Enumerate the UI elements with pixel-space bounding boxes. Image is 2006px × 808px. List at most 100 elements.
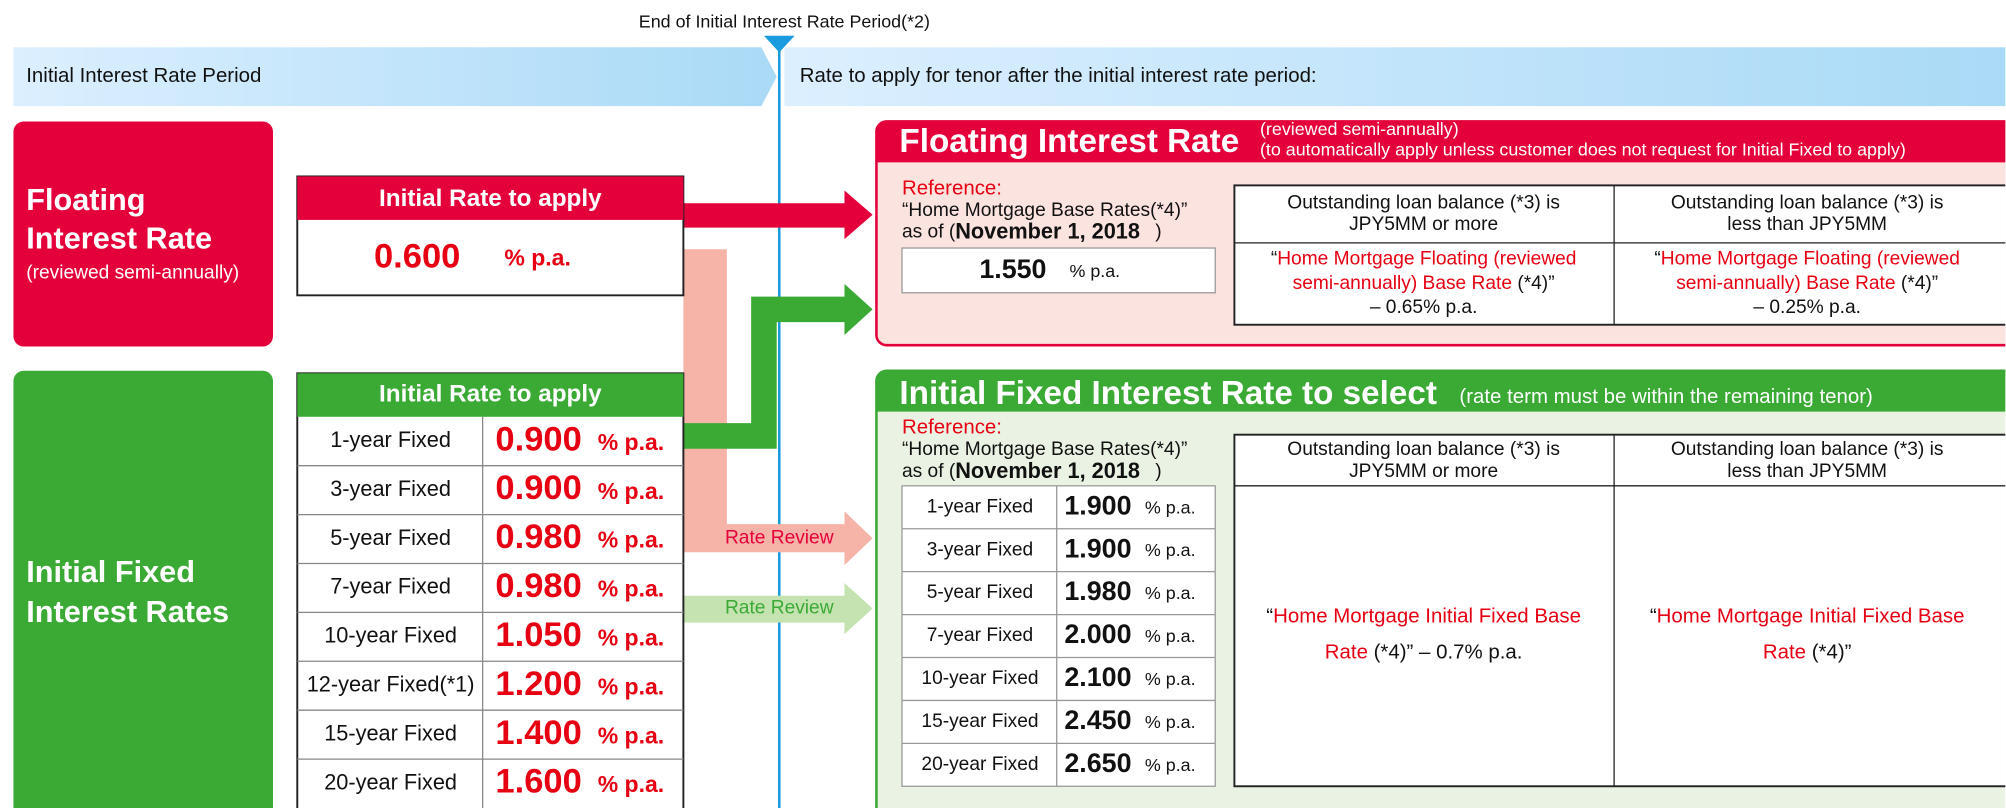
red-arrow <box>683 190 873 240</box>
rate-name: semi-annually) Base Rate <box>1676 273 1895 294</box>
rate: 1.200 <box>495 665 581 703</box>
base-rate-table <box>901 485 1216 787</box>
band-left-label: Initial Interest Rate Period <box>26 64 261 87</box>
reference-label: Reference: <box>902 416 1002 439</box>
fixed-title: Interest Rates <box>26 594 229 629</box>
floating-title: Interest Rate <box>26 220 212 255</box>
rate: 2.000 <box>1064 619 1131 649</box>
floating-header-text: Initial Rate to apply <box>379 185 602 212</box>
note: (*4)” <box>1896 273 1939 294</box>
green-arrow <box>683 283 873 449</box>
note: (*4)” <box>1806 641 1852 664</box>
rate: 1.400 <box>495 714 581 752</box>
rate-name: semi-annually) Base Rate <box>1293 273 1512 294</box>
col-header: less than JPY5MM <box>1727 214 1887 235</box>
cell-text: – 0.65% p.a. <box>1370 297 1478 318</box>
term: 7-year Fixed <box>330 574 451 599</box>
col-header: less than JPY5MM <box>1727 461 1887 482</box>
floating-rate: 0.600 <box>374 237 460 275</box>
rate: 1.900 <box>1064 533 1131 563</box>
unit: % p.a. <box>598 673 664 699</box>
col-header: Outstanding loan balance (*3) is <box>1671 192 1944 213</box>
unit: % p.a. <box>598 722 664 748</box>
lightgreen-arrow <box>683 582 873 635</box>
rate-name: Home Mortgage Floating (reviewed <box>1277 249 1576 270</box>
base-rate-box <box>901 247 1216 294</box>
floating-header <box>297 176 684 220</box>
rate: 2.450 <box>1064 705 1131 735</box>
cell-text: “Home Mortgage Initial Fixed Base <box>1266 605 1581 628</box>
floating-panel-note: (to automatically apply unless customer … <box>1260 140 1906 160</box>
unit: % p.a. <box>1145 540 1196 560</box>
floating-box <box>13 121 273 347</box>
unit: % p.a. <box>598 478 664 504</box>
unit: % p.a. <box>1145 497 1196 517</box>
rate: 1.050 <box>495 616 581 654</box>
term: 10-year Fixed <box>324 623 457 648</box>
cell-text: semi-annually) Base Rate (*4)” <box>1676 273 1938 294</box>
term: 15-year Fixed <box>324 720 457 745</box>
rate: 1.980 <box>1064 576 1131 606</box>
base-rate: 1.550 <box>979 254 1046 284</box>
floating-subtitle: (reviewed semi-annually) <box>26 263 239 284</box>
rate: 1.900 <box>1064 490 1131 520</box>
table-frame <box>1233 184 2006 326</box>
unit: % p.a. <box>598 527 664 553</box>
reference-label: Reference: <box>902 177 1002 200</box>
fixed-rows: 1-year Fixed 0.900 % p.a. 3-year Fixed 0.900… <box>297 416 684 808</box>
rate-review-label: Rate Review <box>725 598 834 619</box>
cell-text: “Home Mortgage Initial Fixed Base <box>1650 605 1965 628</box>
arrows: Rate Review Rate Review <box>683 190 873 635</box>
rate: 0.980 <box>495 518 581 556</box>
unit: % p.a. <box>1145 626 1196 646</box>
band-right <box>784 47 2006 107</box>
rate-name: Rate <box>1763 641 1806 664</box>
floating-panel-table <box>1233 184 2006 326</box>
quote: “ <box>1266 605 1273 628</box>
rate-name: Home Mortgage Initial Fixed Base <box>1657 605 1965 628</box>
fixed-title: Initial Fixed <box>26 554 195 589</box>
col-header: JPY5MM or more <box>1349 461 1498 482</box>
fixed-panel-header <box>876 370 2006 412</box>
term: 1-year Fixed <box>330 427 451 452</box>
fixed-table <box>296 372 685 808</box>
reference-date: as of (November 1, 2018) <box>902 457 1162 482</box>
term: 5-year Fixed <box>330 525 451 550</box>
unit: % p.a. <box>1145 755 1196 775</box>
floating-unit: % p.a. <box>504 245 570 271</box>
floating-title: Floating <box>26 182 145 217</box>
rate: 2.650 <box>1064 748 1131 778</box>
unit: % p.a. <box>1145 583 1196 603</box>
term: 7-year Fixed <box>927 625 1033 646</box>
period-marker: End of Initial Interest Rate Period(*2) <box>639 12 930 32</box>
table-frame <box>1233 433 2006 788</box>
period-triangle <box>763 35 795 53</box>
reference-line: “Home Mortgage Base Rates(*4)” <box>902 200 1187 221</box>
unit: % p.a. <box>1145 712 1196 732</box>
unit: % p.a. <box>598 771 664 797</box>
rate: 2.100 <box>1064 662 1131 692</box>
rate: 0.900 <box>495 469 581 507</box>
fixed-panel-rows: 1-year Fixed 1.900 % p.a. 3-year Fixed 1.900… <box>902 485 1216 787</box>
rate-name: Home Mortgage Initial Fixed Base <box>1273 605 1581 628</box>
col-header: Outstanding loan balance (*3) is <box>1287 439 1560 460</box>
cell-text: “Home Mortgage Floating (reviewed <box>1271 249 1577 270</box>
fixed-header-text: Initial Rate to apply <box>379 380 602 407</box>
cell-text: Rate (*4)” <box>1763 641 1852 664</box>
band-right-label: Rate to apply for tenor after the initia… <box>800 64 1317 87</box>
floating-panel-note: (reviewed semi-annually) <box>1260 119 1459 139</box>
col-header: Outstanding loan balance (*3) is <box>1287 192 1560 213</box>
floating-panel-title: Floating Interest Rate <box>899 123 1239 160</box>
note: (*4)” <box>1512 273 1555 294</box>
reference-line: “Home Mortgage Base Rates(*4)” <box>902 439 1187 460</box>
term: 20-year Fixed <box>324 769 457 794</box>
fixed-panel-table <box>1233 433 2006 788</box>
rate: 0.980 <box>495 567 581 605</box>
unit: % p.a. <box>598 624 664 650</box>
unit: % p.a. <box>598 576 664 602</box>
fixed-box <box>13 370 273 808</box>
cell-text: – 0.25% p.a. <box>1753 297 1861 318</box>
